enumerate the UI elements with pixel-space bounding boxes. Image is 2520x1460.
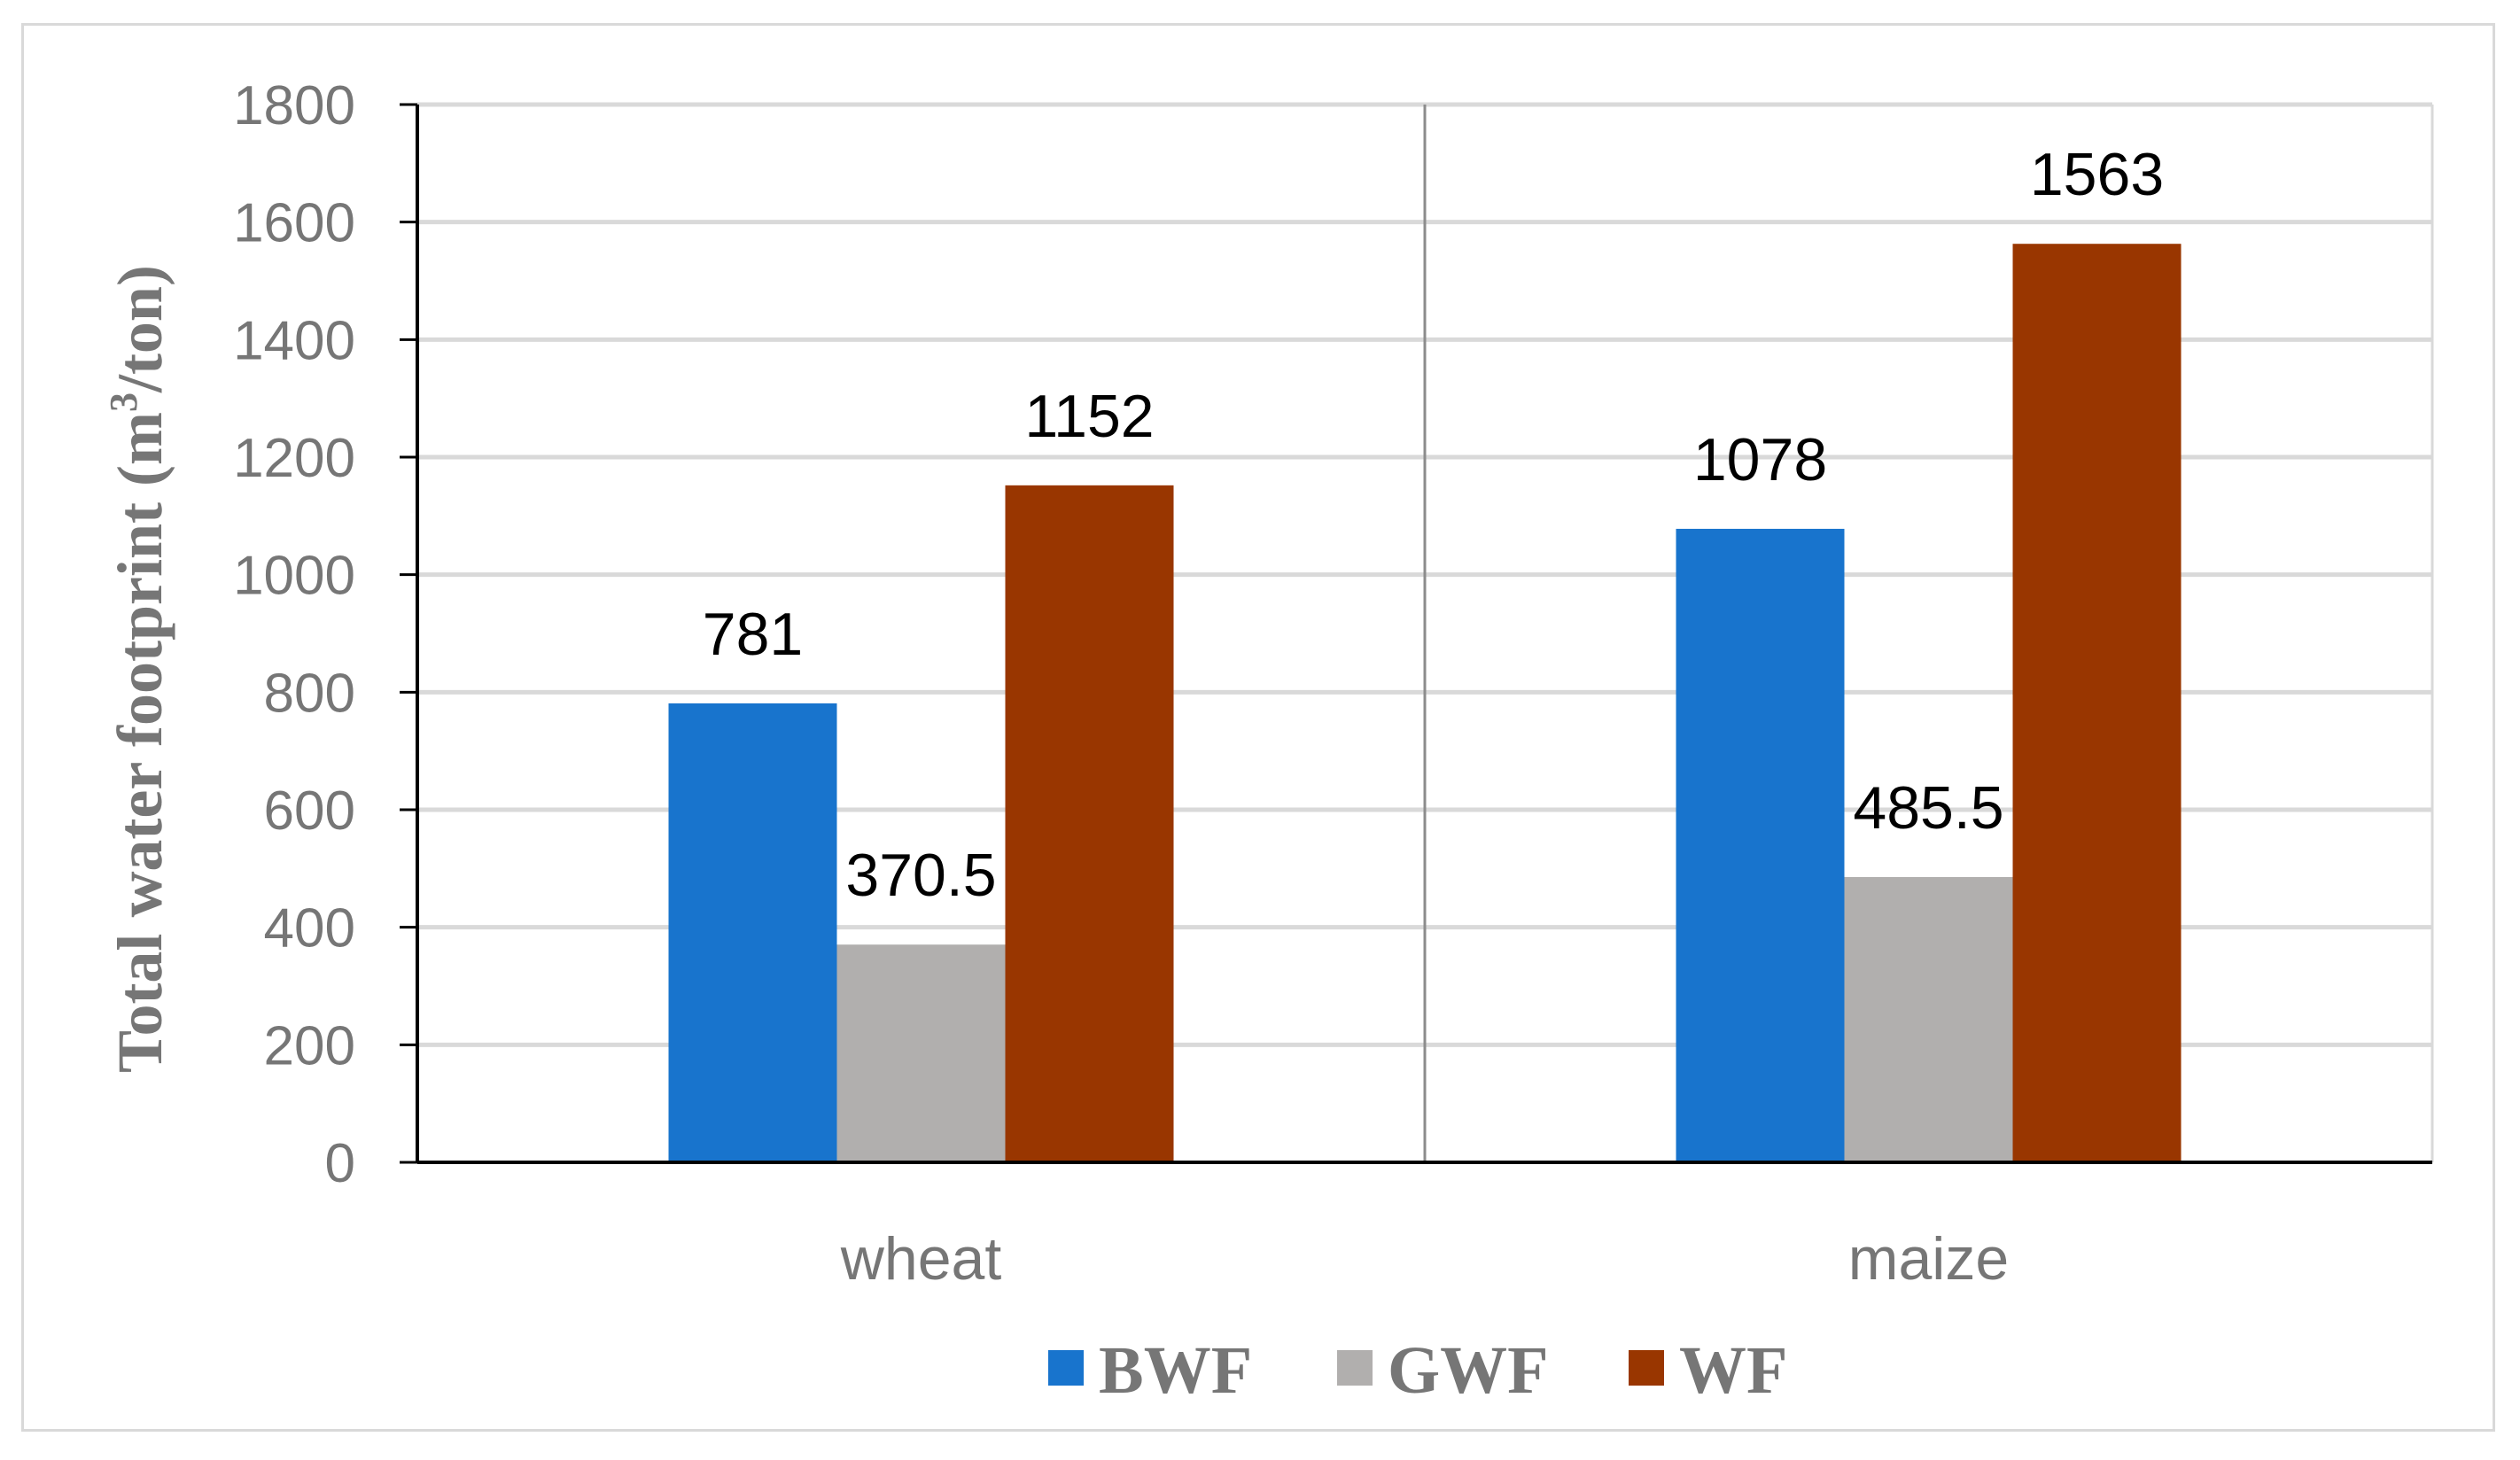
legend-label-wf: WF [1679,1333,1787,1408]
bar-gwf-maize [1844,876,2013,1162]
bar-bwf-maize [1676,528,1845,1162]
y-tick-label: 1800 [233,75,355,136]
y-tick-label: 1200 [233,428,355,489]
y-tick-label: 1600 [233,193,355,254]
data-label: 1078 [1693,426,1827,493]
bar-gwf-wheat [836,944,1006,1162]
y-tick-labels: 0 200 400 600 800 1000 1200 1400 1600 1800 [233,75,355,1194]
data-label: 781 [703,601,803,668]
y-tick-label: 1000 [233,546,355,607]
y-axis-title: Total water footprint (m3/ton) [102,265,175,1073]
bar-bwf-wheat [668,703,837,1162]
y-tick-label: 400 [264,898,355,959]
data-label: 1152 [1024,383,1154,450]
y-tick-label: 800 [264,663,355,724]
legend: BWF GWF WF [1048,1333,1787,1408]
legend-swatch-wf [1629,1350,1664,1386]
data-label: 485.5 [1853,774,2003,842]
data-label: 1563 [2030,141,2164,208]
data-labels: 781 370.5 1152 1078 485.5 1563 [703,141,2164,909]
category-label: maize [1848,1225,2009,1293]
legend-label-gwf: GWF [1388,1333,1549,1408]
y-tick-label: 1400 [233,310,355,371]
x-category-labels: wheat maize [840,1225,2009,1293]
y-tick-label: 200 [264,1015,355,1076]
legend-swatch-gwf [1337,1350,1373,1386]
bar-wf-wheat [1005,485,1174,1162]
bar-wf-maize [2012,244,2182,1163]
legend-swatch-bwf [1048,1350,1084,1386]
bars [668,244,2182,1163]
axes [416,105,2434,1164]
y-tick-label: 600 [264,780,355,842]
data-label: 370.5 [845,842,996,909]
category-label: wheat [840,1225,1002,1293]
legend-label-bwf: BWF [1099,1333,1252,1408]
y-tick-label: 0 [325,1133,355,1194]
